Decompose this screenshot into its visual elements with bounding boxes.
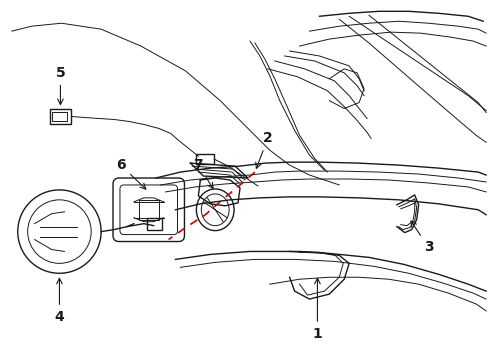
Text: 7: 7: [193, 158, 213, 189]
Bar: [146, 218, 162, 230]
Bar: [49, 109, 71, 125]
Text: 3: 3: [410, 221, 432, 255]
Text: 2: 2: [255, 131, 272, 168]
Bar: [139, 200, 158, 220]
Text: 4: 4: [55, 278, 64, 324]
Text: 1: 1: [312, 278, 322, 341]
Bar: [52, 112, 67, 121]
Text: 5: 5: [56, 66, 65, 104]
Bar: [196, 154, 214, 164]
Text: 6: 6: [116, 158, 145, 189]
